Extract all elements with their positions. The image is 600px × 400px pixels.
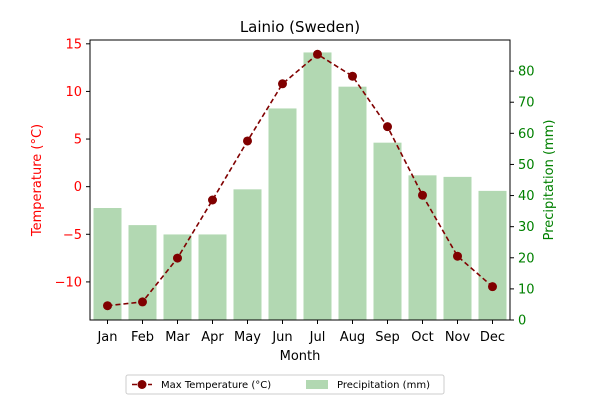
right-tick-label: 20: [518, 251, 535, 266]
x-tick-label: May: [234, 330, 261, 345]
right-tick-label: 10: [518, 282, 535, 297]
precipitation-bar-sep: [373, 142, 402, 320]
temperature-point-apr: [208, 195, 217, 205]
left-tick-label: −10: [55, 275, 82, 290]
left-tick-label: 15: [65, 37, 82, 52]
temperature-point-aug: [348, 71, 357, 81]
x-tick-label: Feb: [131, 330, 154, 345]
legend-label-temperature: Max Temperature (°C): [161, 380, 271, 391]
temperature-point-may: [243, 136, 252, 146]
left-y-axis: −10 −5 0 5 10 15: [55, 37, 90, 290]
x-tick-label: Dec: [480, 330, 505, 345]
left-tick-label: 0: [74, 180, 82, 195]
temperature-point-jun: [278, 79, 287, 89]
temperature-line: [107, 53, 494, 307]
right-tick-label: 80: [518, 65, 535, 80]
temperature-point-mar: [173, 253, 182, 263]
precipitation-bar-mar: [163, 234, 192, 320]
precipitation-bar-apr: [198, 234, 227, 320]
plot-frame: [89, 39, 511, 321]
temperature-line-series: [103, 49, 497, 311]
temperature-point-feb: [138, 297, 147, 307]
left-tick-label: −5: [63, 228, 82, 243]
x-tick-label: Jan: [96, 330, 117, 345]
left-y-axis-label: Temperature (°C): [30, 124, 45, 237]
right-tick-label: 60: [518, 127, 535, 142]
temperature-point-jan: [103, 301, 112, 311]
x-tick-label: Mar: [165, 330, 190, 345]
right-tick-label: 70: [518, 96, 535, 111]
precipitation-bars: [93, 52, 507, 321]
precipitation-bar-dec: [478, 190, 507, 320]
right-tick-label: 0: [518, 314, 526, 329]
left-tick-label: 5: [74, 133, 82, 148]
x-tick-label: Aug: [340, 330, 365, 345]
x-tick-label: Nov: [445, 330, 471, 345]
precipitation-bar-aug: [338, 86, 367, 321]
temperature-point-dec: [488, 282, 497, 292]
temperature-point-nov: [453, 251, 462, 261]
legend-bar-swatch: [306, 380, 328, 389]
left-tick-label: 10: [65, 85, 82, 100]
x-tick-label: Jul: [309, 330, 326, 345]
right-y-axis: 0 10 20 30 40 50 60 70 80: [510, 65, 535, 329]
x-axis: Jan Feb Mar Apr May Jun Jul Aug Sep Oct Nov Dec: [96, 320, 505, 345]
temperature-point-oct: [418, 190, 427, 200]
chart-title: Lainio (Sweden): [240, 18, 360, 36]
temperature-point-sep: [383, 122, 392, 132]
x-tick-label: Oct: [411, 330, 433, 345]
right-tick-label: 40: [518, 189, 535, 204]
temperature-point-jul: [313, 49, 322, 59]
x-tick-label: Jun: [271, 330, 292, 345]
legend-marker-swatch: [137, 380, 147, 389]
legend: Max Temperature (°C) Precipitation (mm): [125, 374, 445, 395]
right-tick-label: 50: [518, 158, 535, 173]
right-y-axis-label: Precipitation (mm): [542, 120, 557, 241]
right-tick-label: 30: [518, 220, 535, 235]
legend-frame: [125, 374, 445, 395]
precipitation-bar-jun: [268, 108, 297, 320]
precipitation-bar-nov: [443, 176, 472, 320]
precipitation-bar-jul: [303, 52, 332, 320]
x-axis-label: Month: [280, 349, 321, 364]
x-tick-label: Apr: [201, 330, 224, 345]
legend-label-precipitation: Precipitation (mm): [337, 380, 430, 391]
x-tick-label: Sep: [375, 330, 400, 345]
precipitation-bar-may: [233, 189, 262, 320]
